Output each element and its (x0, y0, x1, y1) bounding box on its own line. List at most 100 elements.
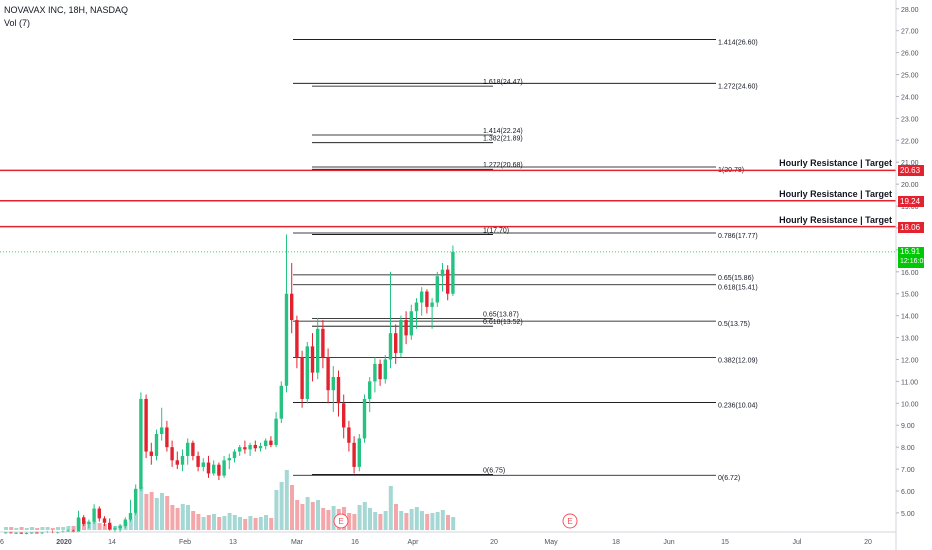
volume-bar (264, 515, 268, 530)
candle-body (310, 346, 315, 373)
candle-body (420, 291, 424, 303)
candle-body (269, 440, 273, 445)
volume-indicator-label[interactable]: Vol (7) (4, 18, 31, 28)
candle-body (175, 460, 179, 465)
volume-bar (253, 518, 258, 530)
candle-body (76, 517, 81, 532)
fibonacci-levels: 1.414(26.60)1.272(24.60)1(20.78)0.786(17… (293, 39, 758, 482)
volume-bar (238, 517, 242, 530)
candle-body (128, 512, 133, 520)
fib-extension-label: 0.382(12.09) (718, 358, 758, 365)
candle-body (196, 455, 200, 467)
price-tick-label: 27.00 (901, 29, 919, 36)
volume-bar (316, 500, 320, 530)
candle-body (342, 403, 346, 428)
candle-body (414, 302, 419, 312)
fib-extension-label: 0.5(13.75) (718, 321, 750, 328)
candle-body (191, 442, 195, 456)
candle-body (425, 291, 429, 307)
earnings-event-icon[interactable] (562, 513, 578, 529)
time-tick-label: 16 (351, 539, 359, 546)
candle-body (180, 455, 185, 465)
volume-bar (180, 504, 185, 530)
volume-bar (430, 513, 435, 530)
price-tick-label: 20.00 (901, 182, 919, 189)
time-tick-label: 6 (0, 539, 4, 546)
candle-body (201, 462, 205, 467)
volume-bar (446, 515, 450, 530)
candle-body (300, 357, 304, 399)
volume-bar (227, 513, 232, 530)
volume-bar (373, 512, 378, 530)
candle-body (170, 447, 174, 461)
fib-extension-label: 0(6.72) (718, 475, 740, 482)
candle-body (87, 521, 91, 524)
candle-body (144, 398, 148, 452)
candle-body (430, 302, 434, 307)
volume-bar (414, 507, 419, 530)
candle-body (388, 333, 393, 360)
candle-body (14, 532, 18, 534)
resistance-price-badge: 20.63 (898, 165, 924, 177)
candle-body (258, 446, 263, 449)
candle-body (368, 381, 372, 399)
volume-bar (50, 528, 55, 530)
volume-bar (45, 527, 50, 530)
candle-body (446, 269, 450, 294)
fib-extension-label: 1.272(24.60) (718, 83, 758, 90)
volume-bar (92, 521, 97, 530)
candle-body (383, 359, 387, 380)
candle-body (217, 464, 221, 476)
volume-bar (352, 514, 357, 530)
time-tick-label: 2020 (56, 539, 72, 546)
candle-body (316, 328, 320, 373)
time-tick-label: 20 (864, 539, 872, 546)
candle-body (113, 528, 117, 530)
candle-body (35, 532, 39, 534)
candle-body (139, 398, 143, 489)
volume-bar (217, 517, 222, 530)
candle-body (321, 328, 325, 358)
candlesticks (4, 234, 455, 535)
symbol-title[interactable]: NOVAVAX INC, 18H, NASDAQ (4, 5, 129, 15)
resistance-price-badge: 19.24 (898, 195, 924, 207)
time-tick-label: May (544, 539, 558, 546)
earnings-event-icon[interactable] (333, 513, 349, 529)
volume-bar (357, 505, 362, 530)
candle-body (212, 464, 216, 474)
volume-bar (9, 527, 14, 530)
volume-bar (222, 516, 227, 530)
volume-bar (144, 494, 149, 530)
volume-bar (186, 505, 190, 530)
volume-bar (425, 514, 430, 530)
volume-bars (4, 470, 456, 530)
volume-bar (149, 492, 154, 530)
price-tick-label: 28.00 (901, 7, 919, 14)
time-tick-label: 13 (229, 539, 237, 546)
candle-body (71, 530, 75, 532)
volume-bar (326, 510, 331, 530)
volume-bar (134, 513, 138, 530)
fib-extension-label: 0.65(15.86) (718, 275, 754, 282)
candle-body (149, 451, 153, 456)
price-tick-label: 15.00 (901, 292, 919, 299)
volume-bar (139, 487, 144, 530)
volume-bar (269, 518, 274, 530)
candle-body (108, 522, 112, 530)
price-tick-label: 11.00 (901, 379, 918, 386)
fib-retracement-label: 0(6.75) (483, 468, 505, 475)
current-price-badge: 16.91 12:16:05 (898, 246, 927, 268)
earnings-event-label: E (338, 517, 343, 526)
candle-body (102, 518, 107, 523)
fib-extension-label: 0.786(17.77) (718, 233, 758, 240)
candle-body (165, 427, 169, 448)
resistance-lines (0, 169, 896, 253)
volume-bar (279, 482, 284, 530)
volume-bar (170, 505, 175, 530)
candle-body (40, 532, 44, 534)
volume-bar (399, 511, 404, 530)
candle-body (295, 320, 299, 358)
volume-bar (191, 511, 196, 530)
candle-body (274, 418, 278, 445)
